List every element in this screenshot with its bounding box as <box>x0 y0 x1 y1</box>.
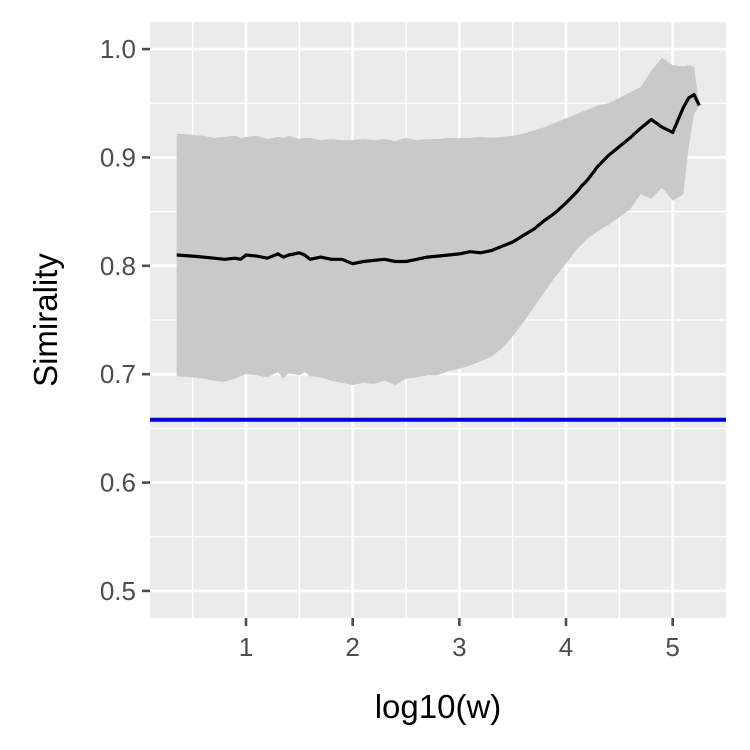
y-tick-label: 0.7 <box>100 359 136 389</box>
x-tick-label: 2 <box>345 632 359 662</box>
y-tick-label: 0.6 <box>100 468 136 498</box>
x-axis: 1 2 3 4 5 <box>239 618 680 662</box>
y-tick-label: 1.0 <box>100 34 136 64</box>
confidence-band <box>176 57 700 386</box>
similarity-line <box>176 93 701 266</box>
x-tick-label: 5 <box>665 632 679 662</box>
y-tick-label: 0.8 <box>100 251 136 281</box>
y-axis-title: Simirality <box>27 253 64 387</box>
x-tick-label: 1 <box>239 632 253 662</box>
x-tick-label: 3 <box>452 632 466 662</box>
x-tick-label: 4 <box>559 632 573 662</box>
y-tick-label: 0.9 <box>100 142 136 172</box>
y-axis: 0.5 0.6 0.7 0.8 0.9 1.0 <box>100 34 150 606</box>
x-axis-title: log10(w) <box>375 688 502 725</box>
y-tick-label: 0.5 <box>100 576 136 606</box>
